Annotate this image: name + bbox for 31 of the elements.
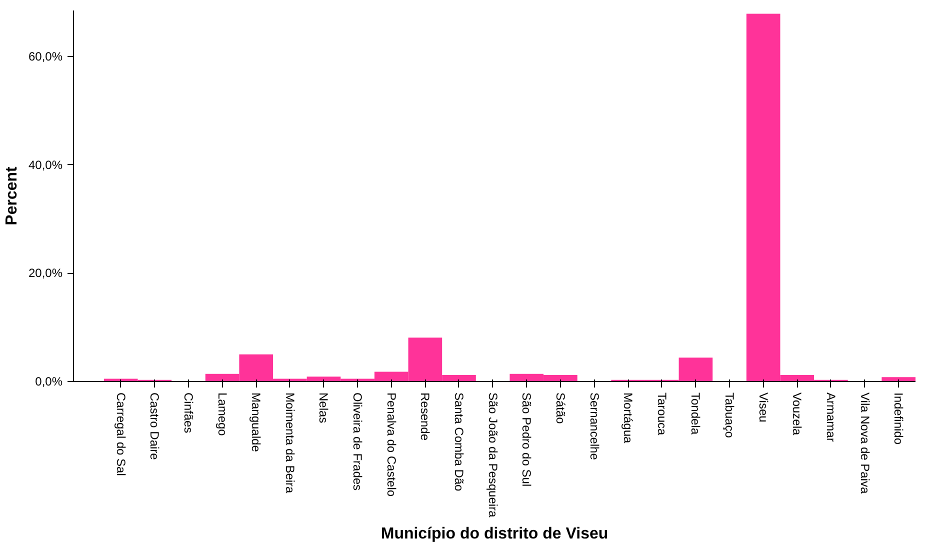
- x-tick-label: São João da Pesqueira: [486, 392, 500, 518]
- x-tick-label: Moimenta da Beira: [282, 392, 297, 494]
- x-tick-label: Carregal do Sal: [114, 392, 128, 476]
- x-tick-label: Viseu: [756, 392, 770, 422]
- x-tick-label: São Pedro do Sul: [520, 392, 534, 487]
- x-tick-label: Santa Comba Dão: [452, 392, 466, 492]
- x-tick-label: Vouzela: [790, 392, 804, 436]
- x-tick-label: Armamar: [824, 392, 838, 442]
- x-tick-label: Tarouca: [654, 392, 669, 436]
- y-tick-label: 20,0%: [28, 266, 63, 280]
- bar: [882, 377, 916, 382]
- x-tick-label: Tondela: [688, 392, 703, 435]
- x-tick-label: Indefinido: [892, 392, 906, 445]
- x-tick-label: Sernancelhe: [587, 392, 602, 460]
- x-tick-label: Castro Daire: [148, 392, 162, 460]
- y-tick-label: 40,0%: [28, 158, 63, 172]
- x-tick-label: Nelas: [316, 392, 331, 424]
- y-axis-title: Percent: [3, 166, 20, 226]
- x-tick-label: Penalva do Castelo: [384, 392, 398, 497]
- x-tick-label: Tabuaço: [722, 392, 737, 438]
- x-tick-label: Resende: [418, 392, 432, 441]
- x-tick-label: Mangualde: [249, 392, 264, 452]
- x-tick-label: Sátão: [553, 392, 568, 424]
- y-tick-label: 0,0%: [35, 374, 63, 388]
- x-tick-label: Lamego: [215, 392, 230, 436]
- y-tick-label: 60,0%: [28, 50, 63, 64]
- x-tick-label: Cinfães: [181, 392, 196, 434]
- x-axis-title: Município do distrito de Viseu: [380, 525, 608, 542]
- x-tick-label: Vila Nova de Paiva: [858, 392, 872, 494]
- x-tick-label: Oliveira de Frades: [350, 392, 365, 491]
- x-tick-label: Mortágua: [621, 392, 636, 444]
